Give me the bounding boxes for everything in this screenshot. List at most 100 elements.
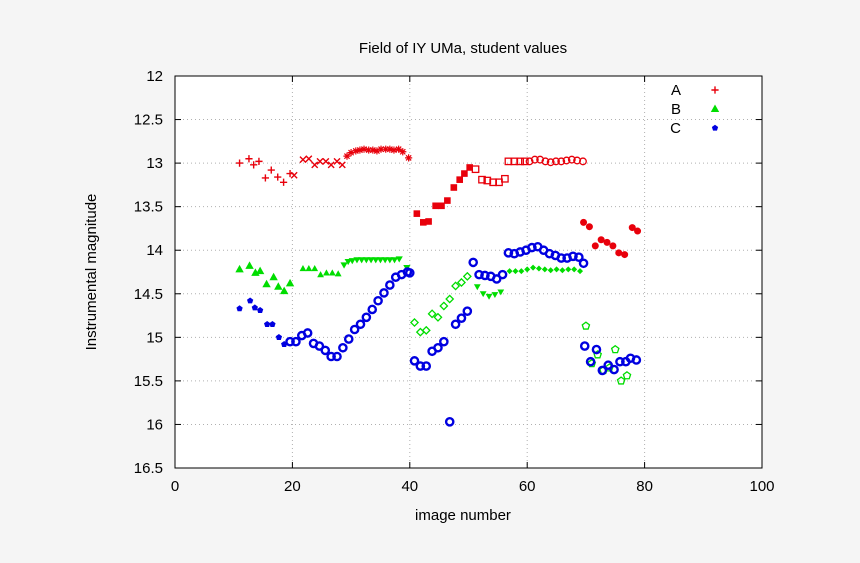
series-a-point — [521, 157, 529, 166]
series-a-point — [377, 145, 385, 153]
series-b-point — [269, 272, 278, 281]
y-tick-label: 12.5 — [134, 112, 163, 129]
series-a-point — [305, 155, 313, 163]
series-c-point — [343, 334, 354, 344]
series-c-point — [285, 336, 295, 347]
series-a-point — [585, 223, 593, 231]
series-a-point — [420, 219, 427, 226]
series-a-point — [311, 161, 319, 169]
x-tick-label: 0 — [171, 478, 179, 495]
series-b-point — [541, 266, 548, 273]
series-b-point — [616, 376, 626, 385]
series-a-point — [356, 146, 364, 154]
series-b-point — [610, 344, 620, 354]
series-c-point — [373, 295, 383, 306]
axis-ticks: 0 20 40 60 80 100 12 12.5 13 13.5 14 14.5 15 15.5 16 16… — [134, 68, 775, 495]
series-c-point — [556, 253, 567, 263]
series-b-point — [559, 267, 566, 274]
series-c-point — [474, 269, 484, 280]
series-a-point — [501, 174, 509, 183]
series-a-point — [235, 159, 244, 167]
series-b-point — [311, 265, 319, 272]
series-a-point — [562, 156, 571, 165]
y-tick-label: 16 — [146, 416, 163, 433]
series-a-point — [316, 157, 324, 165]
series-a-point — [333, 157, 341, 165]
series-c-point — [503, 248, 514, 258]
series-c-point — [338, 342, 348, 353]
series-b-point — [340, 262, 348, 269]
series-a-point — [369, 146, 377, 154]
series-c-point — [421, 361, 432, 371]
series-c-point — [326, 351, 336, 362]
series-c-point — [579, 341, 590, 351]
series-a-point — [352, 147, 360, 155]
series-a-point — [395, 145, 403, 153]
series-a-point — [360, 145, 368, 153]
series-a-point — [444, 197, 451, 204]
series-c-point — [349, 324, 360, 335]
series-a-point — [461, 170, 468, 177]
y-axis-title: Instrumental magnitude — [83, 194, 100, 351]
series-a-point — [274, 173, 282, 181]
series-b-point — [506, 268, 513, 275]
series-c-point — [269, 320, 276, 327]
series-a-point — [290, 171, 298, 179]
series-b-point — [535, 265, 542, 272]
series-a-point — [536, 155, 545, 164]
series-a-point — [343, 152, 351, 160]
series-c-point — [462, 306, 473, 317]
series-b-point — [473, 284, 481, 291]
series-b-point — [433, 312, 443, 322]
series-a-point — [597, 236, 605, 244]
series-c-point — [361, 312, 372, 323]
series-b-point — [553, 266, 560, 273]
series-c-point — [527, 242, 537, 253]
series-b-point — [386, 257, 394, 264]
series-b-point — [479, 291, 487, 298]
plot-frame — [174, 75, 763, 469]
x-axis-title: image number — [415, 507, 511, 524]
series-b — [235, 256, 632, 385]
x-tick-label: 100 — [749, 478, 774, 495]
series-c-point — [585, 356, 596, 367]
series-a-point — [432, 202, 439, 210]
series-a-point — [516, 157, 525, 166]
series-c-point — [314, 341, 325, 351]
series-b-point — [279, 286, 289, 295]
legend-marker-c — [711, 124, 719, 131]
series-b-point — [323, 269, 330, 276]
y-tick-label: 14 — [146, 242, 163, 259]
series-c — [236, 241, 642, 427]
series-a-point — [456, 176, 463, 183]
series-a-point — [580, 218, 588, 226]
y-tick-label: 13 — [146, 155, 163, 172]
series-a-point — [279, 178, 288, 186]
series-b-point — [565, 266, 572, 273]
series-b-point — [245, 261, 254, 269]
series-c-point — [291, 336, 301, 347]
series-b-point — [395, 256, 403, 263]
series-a-point — [541, 157, 550, 166]
series-a-point — [382, 145, 390, 153]
series-b-point — [299, 265, 307, 272]
series-a-point — [530, 155, 539, 164]
series-a-point — [261, 174, 269, 182]
series-a-point — [245, 155, 253, 163]
x-tick-label: 40 — [401, 478, 418, 495]
series-b-point — [358, 257, 366, 264]
series-c-point — [568, 251, 578, 262]
series-c-point — [497, 269, 508, 280]
series-c-point — [439, 336, 449, 347]
legend-label-a: A — [671, 82, 681, 99]
series-b-point — [547, 267, 554, 274]
series-a-point — [634, 227, 642, 235]
series-c-point — [450, 319, 461, 330]
legend-marker-a — [711, 86, 719, 94]
series-c-point — [574, 252, 584, 262]
series-a-point — [338, 161, 346, 169]
series-b-point — [262, 279, 271, 288]
y-tick-label: 16.5 — [134, 460, 163, 477]
series-b-point — [285, 278, 295, 287]
